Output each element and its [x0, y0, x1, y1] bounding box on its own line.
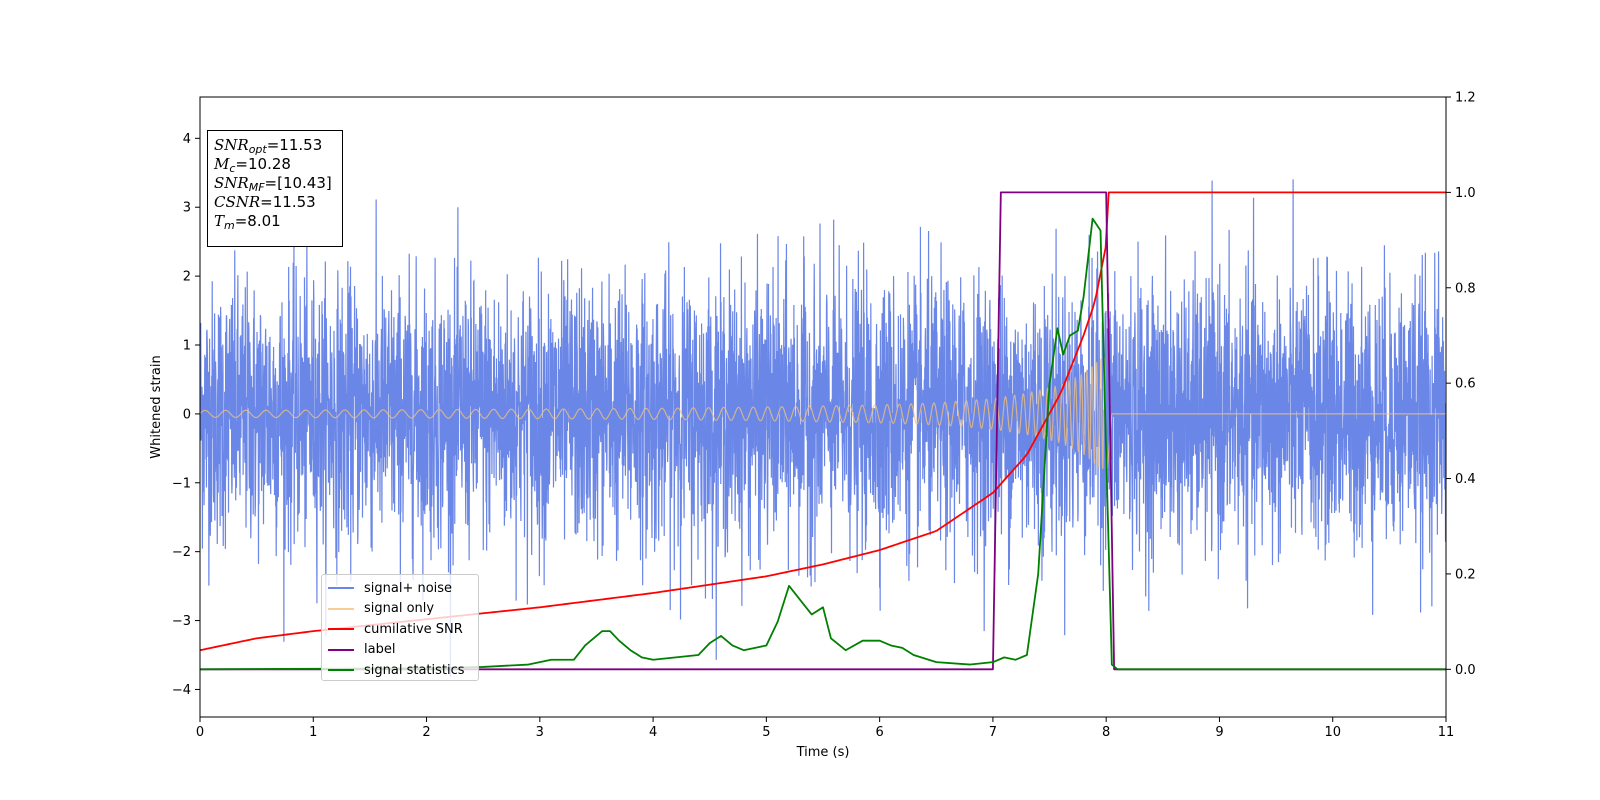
info-csnr: CSNR=11.53 [214, 193, 316, 211]
legend-label: cumilative SNR [364, 621, 463, 637]
y-tick-label-right: 0.8 [1455, 281, 1476, 296]
y-tick-label-left: 2 [183, 270, 191, 285]
y-tick-label-left: 1 [183, 339, 191, 354]
series-signal-statistics [200, 217, 1446, 671]
legend-item: signal statistics [328, 660, 472, 681]
y-tick-label-left: 0 [183, 407, 191, 422]
y-tick-label-left: 4 [183, 132, 191, 147]
legend-label: signal statistics [364, 662, 465, 678]
legend-item: cumilative SNR [328, 619, 472, 640]
x-tick-label: 11 [1438, 725, 1455, 740]
y-tick-label-left: −1 [172, 476, 191, 491]
y-tick-label-right: 1.2 [1455, 91, 1476, 106]
x-tick-label: 10 [1324, 725, 1341, 740]
info-snr-mf: SNRMF=[10.43] [214, 174, 332, 194]
y-tick-label-left: −2 [172, 545, 191, 560]
x-axis-label: Time (s) [796, 745, 850, 760]
x-tick-label: 3 [536, 725, 544, 740]
info-tm: Tm=8.01 [214, 212, 281, 232]
y-tick-label-left: 3 [183, 201, 191, 216]
legend-label: signal only [364, 601, 435, 617]
x-tick-label: 7 [989, 725, 997, 740]
legend-swatch [328, 607, 354, 610]
x-tick-label: 4 [649, 725, 657, 740]
y-tick-label-right: 1.0 [1455, 186, 1476, 201]
legend-item: label [328, 640, 472, 661]
legend-label: label [364, 642, 396, 658]
x-tick-label: 0 [196, 725, 204, 740]
y-axis-label: Whitened strain [149, 355, 164, 458]
x-tick-label: 1 [309, 725, 317, 740]
legend-swatch [328, 587, 354, 590]
legend-item: signal+ noise [328, 578, 472, 599]
x-tick-label: 9 [1215, 725, 1223, 740]
info-snr-opt: SNRopt=11.53 [214, 136, 323, 156]
legend: signal+ noise signal only cumilative SNR la… [321, 574, 479, 681]
legend-swatch [328, 669, 354, 672]
y-tick-label-left: −3 [172, 614, 191, 629]
info-box: SNRopt=11.53 Mc=10.28 SNRMF=[10.43] CSNR… [207, 130, 343, 247]
x-tick-label: 2 [422, 725, 430, 740]
series-signal-only [200, 357, 1446, 470]
y-tick-label-left: −4 [172, 683, 191, 698]
series-signal-noise [200, 179, 1446, 678]
legend-item: signal only [328, 599, 472, 620]
legend-swatch [328, 648, 354, 651]
x-tick-label: 8 [1102, 725, 1110, 740]
legend-label: signal+ noise [364, 580, 453, 596]
y-tick-label-right: 0.6 [1455, 377, 1476, 392]
y-tick-label-right: 0.4 [1455, 472, 1476, 487]
legend-swatch [328, 628, 354, 631]
info-mc: Mc=10.28 [214, 155, 291, 175]
plot-frame [199, 96, 1447, 718]
x-tick-label: 6 [875, 725, 883, 740]
y-tick-label-right: 0.2 [1455, 567, 1476, 582]
y-tick-label-right: 0.0 [1455, 663, 1476, 678]
x-tick-label: 5 [762, 725, 770, 740]
